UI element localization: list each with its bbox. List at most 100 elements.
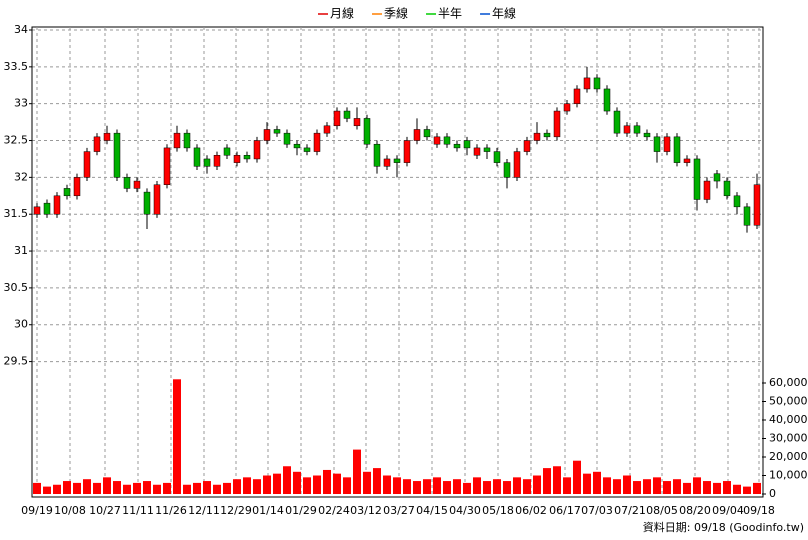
candle-body	[503, 162, 511, 178]
candle-body	[353, 118, 361, 127]
candle-body	[543, 132, 551, 138]
y-tick-label: 50,000	[769, 395, 808, 408]
x-tick-label: 04/30	[449, 504, 481, 517]
candle-body	[453, 143, 461, 149]
y-tick-label: 0	[769, 487, 776, 500]
x-tick-label: 03/12	[350, 504, 382, 517]
candle-body	[723, 180, 731, 197]
candle-body	[583, 77, 591, 90]
candle-body	[53, 195, 61, 215]
candle-body	[483, 147, 491, 152]
volume-bar	[713, 482, 721, 494]
candle-body	[363, 118, 371, 145]
volume-bar	[743, 486, 751, 494]
volume-bar	[693, 477, 701, 494]
x-tick-label: 12/29	[220, 504, 252, 517]
y-tick-label: 31	[14, 244, 28, 257]
legend-label: 半年	[438, 7, 462, 21]
y-tick-label: 30,000	[769, 432, 808, 445]
candle-body	[93, 136, 101, 152]
candle-body	[513, 151, 521, 178]
candle-body	[413, 129, 421, 141]
volume-bar	[673, 479, 681, 494]
candle-body	[133, 180, 141, 189]
legend-label: 季線	[384, 6, 408, 21]
x-tick-label: 09/18	[743, 504, 775, 517]
x-tick-label: 01/14	[252, 504, 284, 517]
volume-bar	[143, 481, 151, 494]
candle-body	[293, 143, 301, 149]
x-tick-label: 10/27	[89, 504, 121, 517]
volume-bar	[593, 471, 601, 494]
candle-body	[303, 147, 311, 152]
candle-body	[743, 206, 751, 226]
volume-bar	[463, 482, 471, 494]
candle-body	[563, 103, 571, 112]
volume-bar	[703, 481, 711, 494]
volume-bar	[393, 477, 401, 494]
x-tick-label: 08/05	[646, 504, 678, 517]
y-tick-label: 32	[14, 170, 28, 183]
candle-body	[693, 158, 701, 200]
volume-bar	[723, 481, 731, 494]
volume-bar	[483, 481, 491, 494]
volume-bar	[503, 481, 511, 494]
x-tick-label: 08/20	[679, 504, 711, 517]
volume-bar	[153, 484, 161, 494]
legend-label: 年線	[492, 6, 516, 21]
candle-body	[243, 155, 251, 160]
candle-body	[673, 136, 681, 163]
volume-bar	[33, 482, 41, 494]
candle-body	[733, 195, 741, 208]
volume-bar	[253, 479, 261, 494]
volume-bar	[273, 473, 281, 494]
candle-body	[373, 143, 381, 167]
volume-bar	[413, 481, 421, 494]
volume-bar	[83, 479, 91, 494]
volume-bar	[93, 482, 101, 494]
candle-body	[623, 125, 631, 134]
volume-bar	[753, 482, 761, 494]
volume-bar	[193, 482, 201, 494]
volume-bar	[433, 477, 441, 494]
candle-body	[183, 132, 191, 149]
volume-bar	[103, 477, 111, 494]
y-tick-label: 40,000	[769, 413, 808, 426]
x-tick-label: 09/04	[712, 504, 744, 517]
candle-body	[713, 173, 721, 182]
volume-bar	[53, 484, 61, 494]
x-tick-label: 06/02	[515, 504, 547, 517]
volume-bar	[263, 475, 271, 494]
volume-bar	[513, 477, 521, 494]
legend-label: 月線	[330, 6, 354, 21]
candle-body	[493, 151, 501, 163]
volume-bar	[133, 482, 141, 494]
candle-body	[553, 110, 561, 138]
candle-body	[753, 184, 761, 226]
volume-bar	[613, 479, 621, 494]
candle-body	[123, 177, 131, 189]
candle-body	[333, 110, 341, 127]
candle-body	[143, 191, 151, 215]
volume-bar	[203, 481, 211, 494]
volume-bar	[383, 475, 391, 494]
x-tick-label: 03/27	[383, 504, 415, 517]
volume-bar	[533, 475, 541, 494]
y-tick-label: 30	[14, 318, 28, 331]
volume-bar	[403, 479, 411, 494]
y-tick-label: 29.5	[4, 355, 29, 368]
candle-body	[283, 132, 291, 145]
volume-bar	[293, 471, 301, 494]
candle-body	[313, 132, 321, 152]
volume-bar	[653, 477, 661, 494]
volume-bar	[333, 473, 341, 494]
candle-body	[223, 147, 231, 156]
candle-body	[403, 140, 411, 163]
candle-body	[683, 158, 691, 163]
volume-bar	[283, 466, 291, 494]
candle-body	[593, 77, 601, 90]
candle-body	[393, 158, 401, 163]
candle-body	[63, 188, 71, 197]
y-tick-label: 31.5	[4, 207, 29, 220]
